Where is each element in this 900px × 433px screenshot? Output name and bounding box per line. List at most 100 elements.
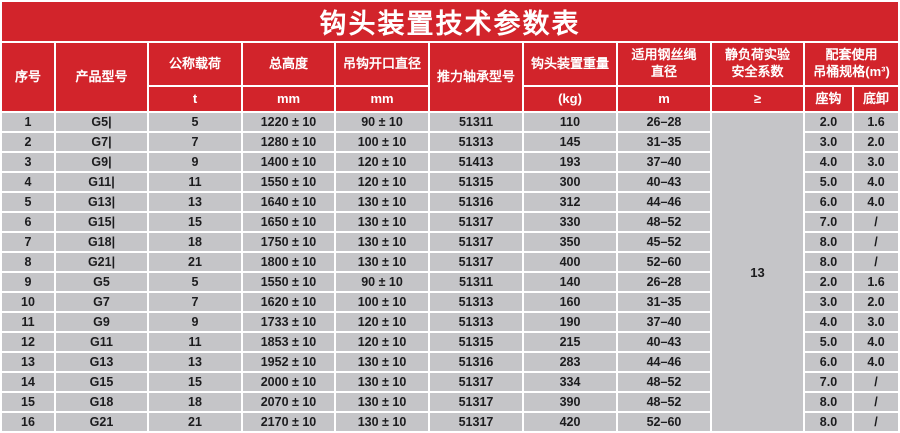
cell-bottom-dump: 3.0 (854, 153, 899, 171)
cell-seq: 6 (2, 213, 54, 231)
col-header-model: 产品型号 (56, 43, 147, 111)
cell-seq: 8 (2, 253, 54, 271)
cell-weight: 215 (524, 333, 616, 351)
header-row-labels: 序号 产品型号 公称载荷 总高度 吊钩开口直径 推力轴承型号 钩头装置重量 适用… (2, 43, 899, 111)
cell-load: 9 (149, 313, 241, 331)
cell-seat-hook: 8.0 (805, 413, 852, 431)
cell-opening: 130 ± 10 (336, 353, 428, 371)
unit-load: t (149, 87, 241, 111)
cell-height: 1400 ± 10 (243, 153, 334, 171)
cell-bottom-dump: / (854, 213, 899, 231)
cell-opening: 120 ± 10 (336, 313, 428, 331)
table-row: 12 G11 11 1853 ± 10 120 ± 10 51315 215 40–43 5.0… (2, 333, 899, 351)
cell-bearing: 51311 (430, 113, 522, 131)
cell-bottom-dump: 2.0 (854, 133, 899, 151)
spec-table-body: 1 G5| 5 1220 ± 10 90 ± 10 51311 110 26–28 13 2.0 1… (2, 113, 899, 431)
table-row: 13 G13 13 1952 ± 10 130 ± 10 51316 283 44–46 6.0… (2, 353, 899, 371)
cell-bottom-dump: / (854, 373, 899, 391)
cell-bearing: 51317 (430, 233, 522, 251)
cell-weight: 283 (524, 353, 616, 371)
cell-bearing: 51413 (430, 153, 522, 171)
cell-bottom-dump: 1.6 (854, 113, 899, 131)
cell-seat-hook: 2.0 (805, 273, 852, 291)
cell-seq: 16 (2, 413, 54, 431)
table-row: 9 G5 5 1550 ± 10 90 ± 10 51311 140 26–28 2.0 1.6 (2, 273, 899, 291)
cell-rope: 44–46 (618, 353, 710, 371)
table-row: 1 G5| 5 1220 ± 10 90 ± 10 51311 110 26–28 13 2.0 1… (2, 113, 899, 431)
cell-height: 1853 ± 10 (243, 333, 334, 351)
cell-bearing: 51316 (430, 353, 522, 371)
cell-bottom-dump: 4.0 (854, 173, 899, 191)
col-header-height: 总高度 (243, 43, 334, 85)
cell-opening: 100 ± 10 (336, 293, 428, 311)
cell-height: 2000 ± 10 (243, 373, 334, 391)
page-title: 钩头装置技术参数表 (2, 2, 899, 41)
col-header-bearing: 推力轴承型号 (430, 43, 522, 111)
cell-rope: 48–52 (618, 373, 710, 391)
cell-load: 7 (149, 133, 241, 151)
cell-bottom-dump: / (854, 393, 899, 411)
cell-weight: 400 (524, 253, 616, 271)
cell-rope: 52–60 (618, 253, 710, 271)
cell-seat-hook: 7.0 (805, 213, 852, 231)
cell-opening: 120 ± 10 (336, 153, 428, 171)
cell-opening: 90 ± 10 (336, 113, 428, 131)
cell-rope: 26–28 (618, 113, 710, 131)
cell-seat-hook: 6.0 (805, 353, 852, 371)
cell-rope: 48–52 (618, 213, 710, 231)
cell-model: G15 (56, 373, 147, 391)
cell-weight: 390 (524, 393, 616, 411)
cell-load: 21 (149, 413, 241, 431)
cell-height: 1550 ± 10 (243, 273, 334, 291)
cell-load: 11 (149, 333, 241, 351)
table-row: 10 G7 7 1620 ± 10 100 ± 10 51313 160 31–35 3.0 2.… (2, 293, 899, 311)
cell-seq: 9 (2, 273, 54, 291)
cell-height: 1550 ± 10 (243, 173, 334, 191)
table-row: 5 G13| 13 1640 ± 10 130 ± 10 51316 312 44–46 6.0… (2, 193, 899, 211)
cell-weight: 312 (524, 193, 616, 211)
cell-seq: 14 (2, 373, 54, 391)
cell-weight: 190 (524, 313, 616, 331)
cell-height: 2170 ± 10 (243, 413, 334, 431)
cell-height: 1280 ± 10 (243, 133, 334, 151)
table-header: 钩头装置技术参数表 序号 产品型号 公称载荷 总高度 吊钩开口直径 推力轴承型号… (2, 2, 899, 111)
cell-seat-hook: 8.0 (805, 233, 852, 251)
col-header-weight: 钩头装置重量 (524, 43, 616, 85)
cell-bearing: 51317 (430, 413, 522, 431)
cell-model: G7| (56, 133, 147, 151)
cell-seq: 3 (2, 153, 54, 171)
cell-bearing: 51317 (430, 213, 522, 231)
header-row-units: t mm mm (kg) m ≥ 座钩 底卸 (2, 87, 899, 111)
cell-bearing: 51315 (430, 173, 522, 191)
cell-seat-hook: 3.0 (805, 293, 852, 311)
cell-weight: 193 (524, 153, 616, 171)
cell-seat-hook: 8.0 (805, 253, 852, 271)
cell-model: G15| (56, 213, 147, 231)
cell-bearing: 51313 (430, 313, 522, 331)
cell-opening: 90 ± 10 (336, 273, 428, 291)
cell-opening: 130 ± 10 (336, 233, 428, 251)
table-row: 16 G21 21 2170 ± 10 130 ± 10 51317 420 52–60 8.0… (2, 413, 899, 431)
table-row: 3 G9| 9 1400 ± 10 120 ± 10 51413 193 37–40 4.0 3.… (2, 153, 899, 171)
cell-seq: 15 (2, 393, 54, 411)
cell-opening: 130 ± 10 (336, 413, 428, 431)
cell-rope: 31–35 (618, 293, 710, 311)
cell-bearing: 51315 (430, 333, 522, 351)
cell-weight: 145 (524, 133, 616, 151)
cell-height: 1650 ± 10 (243, 213, 334, 231)
cell-opening: 120 ± 10 (336, 173, 428, 191)
cell-height: 1640 ± 10 (243, 193, 334, 211)
cell-bottom-dump: 4.0 (854, 333, 899, 351)
cell-seq: 7 (2, 233, 54, 251)
cell-model: G7 (56, 293, 147, 311)
cell-bottom-dump: 3.0 (854, 313, 899, 331)
cell-weight: 140 (524, 273, 616, 291)
cell-seq: 10 (2, 293, 54, 311)
cell-seq: 12 (2, 333, 54, 351)
cell-bearing: 51313 (430, 133, 522, 151)
cell-seq: 13 (2, 353, 54, 371)
cell-seat-hook: 6.0 (805, 193, 852, 211)
cell-weight: 160 (524, 293, 616, 311)
cell-load: 18 (149, 393, 241, 411)
